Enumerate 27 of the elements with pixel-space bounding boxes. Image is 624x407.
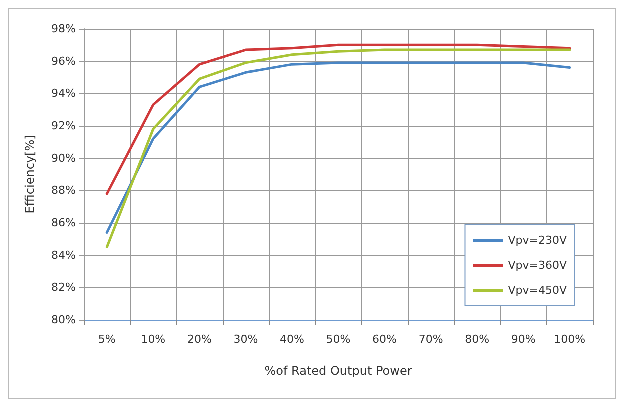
y-tick-label: 84% [52,248,76,262]
x-tick-label: 50% [326,333,351,346]
x-tick-label: 20% [187,333,212,346]
line-series [106,44,572,196]
x-tick-label: 10% [141,333,166,346]
x-tick-label: 5% [98,333,116,346]
y-tick-label: 98% [52,22,76,36]
y-tick-label: 90% [52,152,76,165]
x-axis-title: %of Rated Output Power [264,364,412,378]
y-tick-label: 92% [52,120,76,132]
x-tick-label: 90% [511,333,536,346]
y-tick-label: 88% [52,184,76,198]
x-tick-label: 70% [418,333,444,346]
legend-label: Vpv=450V [508,284,568,297]
y-tick-label: 82% [52,281,76,294]
legend-label: Vpv=230V [508,234,568,247]
x-tick-label: 40% [280,333,304,346]
x-tick-label: 100% [554,333,586,346]
y-axis-title: Efficiency[%] [23,135,37,214]
x-tick-label: 30% [234,333,258,346]
legend-label: Vpv=360V [508,259,568,272]
x-tick-label: 80% [465,333,490,346]
y-tick-label: 86% [52,216,76,230]
y-tick-label: 96% [52,54,76,68]
y-tick-label: 94% [52,87,76,100]
x-tick-label: 60% [372,333,397,346]
y-tick-label: 80% [52,314,76,326]
